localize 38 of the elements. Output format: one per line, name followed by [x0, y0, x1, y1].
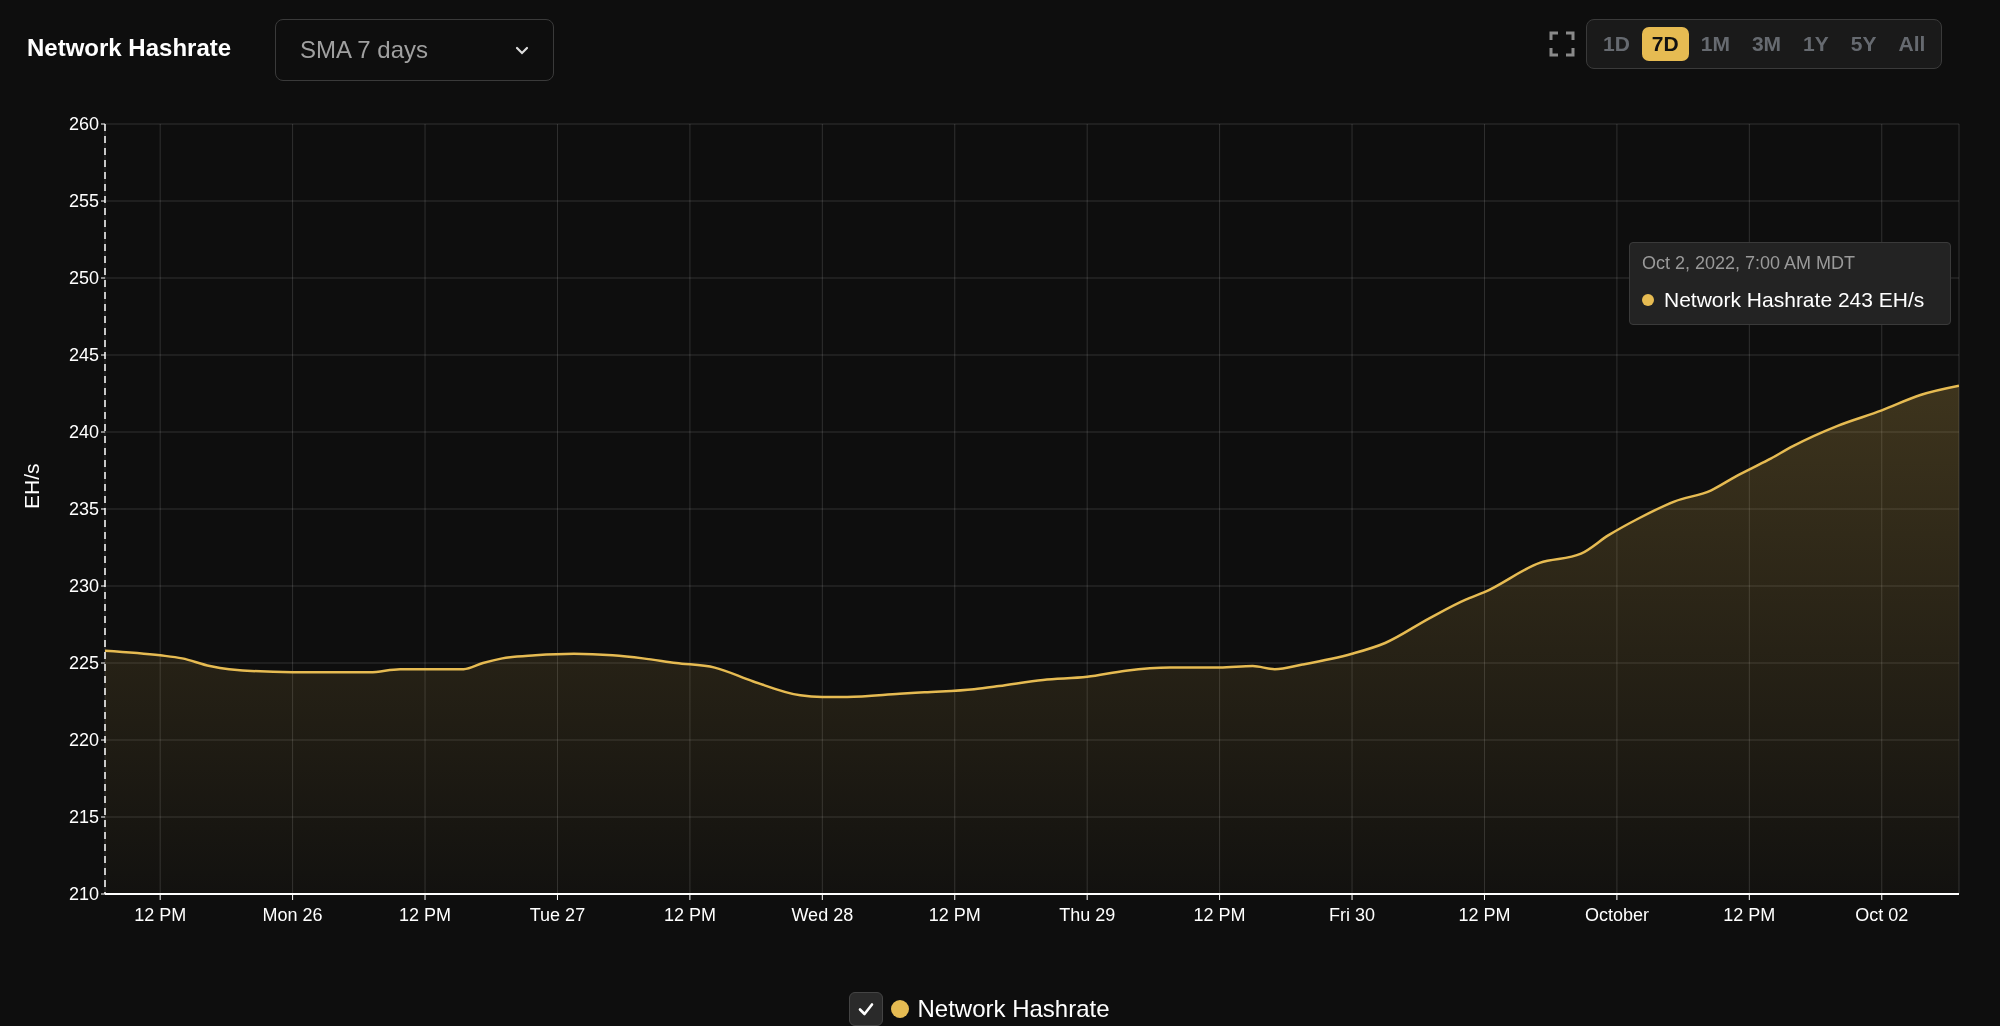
text: 7D	[1641, 27, 1689, 61]
y-tick-label: 250	[68, 268, 99, 289]
text: 1Y	[1802, 31, 1830, 57]
text: 3M	[1750, 31, 1783, 57]
x-tick-label: 12 PM	[1723, 904, 1776, 925]
y-tick-label: 235	[68, 499, 99, 520]
x-tick-label: 12 PM	[928, 904, 981, 925]
x-tick-label: Thu 29	[1059, 904, 1116, 925]
y-tick-label: 215	[68, 807, 99, 828]
y-tick-label: 230	[68, 576, 99, 597]
y-tick-label: 220	[68, 730, 99, 751]
y-axis-title: EH/s	[20, 463, 44, 509]
x-tick-label: October	[1584, 904, 1649, 925]
x-tick-label: Wed 28	[791, 904, 854, 925]
text: All	[1897, 31, 1927, 57]
annotation: Oct 2, 2022, 7:00 AM MDT	[1642, 252, 1857, 274]
y-tick-label: 225	[68, 653, 99, 674]
x-tick-label: Oct 02	[1855, 904, 1909, 925]
x-tick-label: Fri 30	[1329, 904, 1376, 925]
x-tick-label: 12 PM	[399, 904, 452, 925]
y-tick-label: 260	[68, 114, 99, 135]
x-tick-label: 12 PM	[663, 904, 716, 925]
y-tick-label: 255	[68, 191, 99, 212]
y-tick-label: 210	[68, 884, 99, 905]
y-tick-label: 245	[68, 345, 99, 366]
x-tick-label: Tue 27	[529, 904, 586, 925]
annotation: Network Hashrate 243 EH/s	[1664, 287, 1925, 312]
legend-label: Network Hashrate	[917, 995, 1110, 1023]
x-tick-label: Mon 26	[262, 904, 323, 925]
text: 5Y	[1849, 31, 1878, 57]
x-tick-label: 12 PM	[1458, 904, 1511, 925]
x-tick-label: 12 PM	[134, 904, 187, 925]
chart-title: Network Hashrate	[27, 34, 232, 62]
y-tick-label: 240	[68, 422, 99, 443]
chart-subtitle: SMA 7 days	[300, 36, 429, 64]
text: 1D	[1602, 31, 1631, 57]
x-tick-label: 12 PM	[1193, 904, 1246, 925]
text: 1M	[1699, 31, 1731, 57]
